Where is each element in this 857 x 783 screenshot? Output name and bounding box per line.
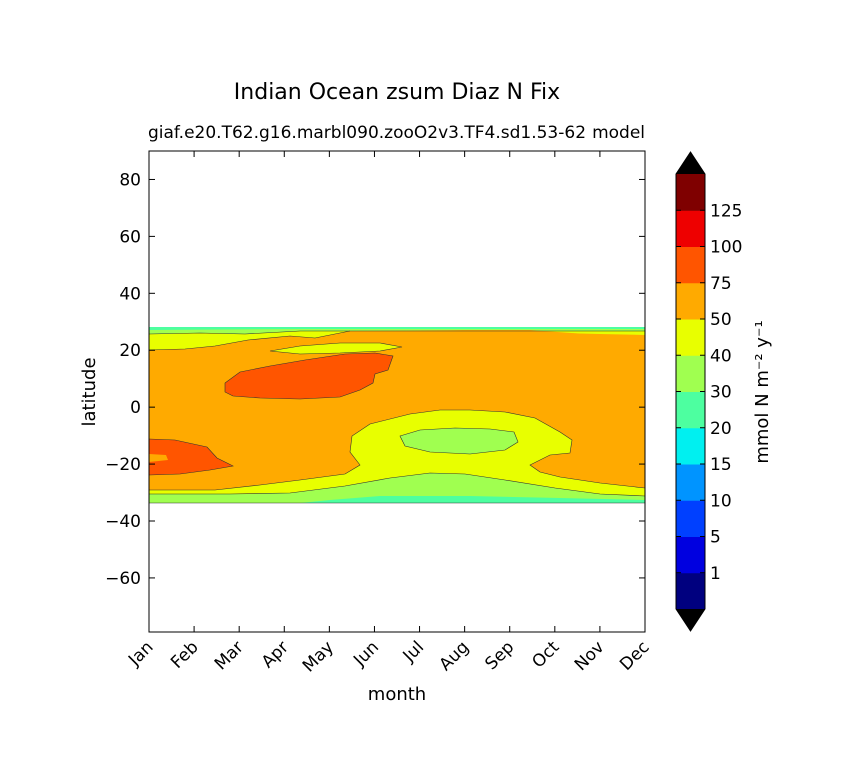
colorbar-extend-max (676, 152, 705, 174)
y-tick-label: 60 (119, 227, 141, 247)
x-tick-label: Feb (167, 637, 202, 672)
band-50-75 (358, 330, 585, 339)
y-axis-label: latitude (79, 357, 100, 426)
colorbar-segment (676, 210, 705, 247)
colorbar-segment (676, 391, 705, 429)
colorbar-tick-label: 15 (710, 455, 732, 475)
chart-subtitle-left: giaf.e20.T62.g16.marbl090.zooO2v3.TF4.sd… (148, 123, 586, 143)
colorbar-segment (676, 427, 705, 465)
colorbar-segment (676, 355, 705, 392)
colorbar-tick-label: 5 (710, 528, 721, 548)
colorbar-tick-label: 100 (710, 238, 742, 258)
y-axis: 80 60 40 20 0 −20 −40 −60 (105, 170, 645, 589)
y-tick-label: −40 (105, 512, 141, 532)
colorbar-tick-label: 40 (710, 346, 732, 366)
band-75-100 (149, 439, 233, 475)
y-tick-label: −60 (105, 569, 141, 589)
band-30-40 (400, 428, 518, 454)
contour-lines (148, 330, 646, 504)
x-tick-label: Dec (616, 637, 653, 674)
colorbar-frame (675, 151, 706, 632)
colorbar-segment (676, 464, 705, 501)
x-tick-label: Apr (258, 637, 293, 672)
colorbar-tick-label: 125 (710, 201, 742, 221)
x-tick-label: Jan (124, 637, 157, 670)
y-tick-label: −20 (105, 455, 141, 475)
x-axis-label: month (368, 684, 426, 705)
y-tick-label: 20 (119, 341, 141, 361)
colorbar-segment (676, 319, 705, 356)
x-tick-label: Aug (436, 637, 474, 675)
x-tick-label: Jul (399, 637, 428, 666)
colorbar-segment (676, 536, 705, 574)
x-tick-label: Oct (528, 637, 563, 672)
colorbar-segment (676, 282, 705, 320)
chart-title: Indian Ocean zsum Diaz N Fix (234, 80, 560, 105)
x-tick-label: Nov (571, 637, 609, 675)
band-75-100 (225, 353, 393, 399)
plot-frame (148, 150, 646, 633)
colorbar-tick-label: 20 (710, 419, 732, 439)
x-tick-label: May (299, 637, 338, 676)
chart-subtitle-right: model (592, 123, 645, 143)
colorbar-tick-label: 50 (710, 310, 732, 330)
x-tick-label: Sep (481, 637, 518, 674)
y-tick-label: 40 (119, 284, 141, 304)
colorbar-label: mmol N m⁻² y⁻¹ (752, 320, 773, 463)
x-tick-label: Jun (349, 637, 383, 671)
colorbar-tick-label: 75 (710, 274, 732, 294)
colorbar-segment (676, 572, 705, 610)
colorbar-tick-label: 30 (710, 383, 732, 403)
y-tick-label: 80 (119, 170, 141, 190)
colorbar-tick-label: 1 (710, 564, 721, 584)
plot-area (148, 150, 646, 633)
colorbar-segment (676, 174, 705, 211)
colorbar-segment (676, 246, 705, 284)
y-tick-label: 0 (130, 398, 141, 418)
colorbar-segment (676, 500, 705, 537)
colorbar-extend-min (676, 609, 705, 631)
colorbar-tick-label: 10 (710, 491, 732, 511)
x-tick-label: Mar (211, 637, 248, 674)
